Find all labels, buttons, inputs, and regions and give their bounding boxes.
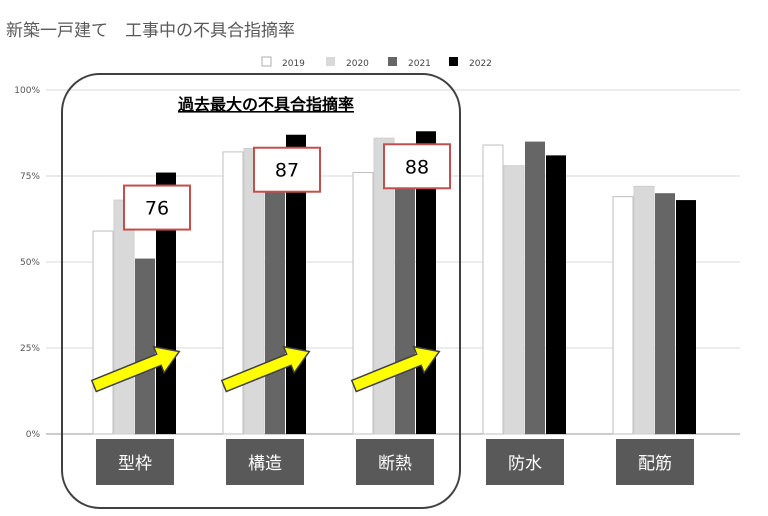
bar-防水-2019 [482,144,504,435]
bar-防水-2021 [525,141,545,434]
legend-swatch-2019 [261,56,272,67]
bar-型枠-2019 [92,230,114,435]
y-tick-label: 25% [20,344,40,354]
category-label-box [486,439,564,485]
x-tick-label-防水: 防水 [508,454,542,474]
bar-配筋-2019 [612,196,634,435]
trend-arrow [220,345,311,393]
bar-断熱-2020 [373,137,395,435]
legend-label-2020: 2020 [346,59,369,69]
bar-配筋-2020 [633,185,655,435]
bar-断熱-2019 [352,172,374,435]
category-label-box [356,439,434,485]
legend-swatch-2020 [326,57,335,66]
y-tick-label: 100% [14,86,40,96]
category-label-box [616,439,694,485]
bar-型枠-2021 [135,258,155,434]
legend-label-2019: 2019 [282,59,305,69]
bar-構造-2019 [222,151,244,435]
category-label-box [96,439,174,485]
y-tick-label: 75% [20,172,40,182]
bar-防水-2022 [546,155,566,435]
y-tick-label: 0% [26,430,41,440]
x-axis-labels: 型枠 構造 断熱 防水 配筋 [96,439,694,485]
callout-value-型枠: 76 [145,198,169,220]
x-tick-label-配筋: 配筋 [638,454,672,474]
legend-swatch-2021 [388,57,397,66]
bar-配筋-2021 [655,193,675,434]
x-tick-label-断熱: 断熱 [378,454,412,474]
bar-配筋-2022 [676,200,696,434]
callout-box-型枠 [123,184,191,231]
legend-swatch-2022 [449,57,458,66]
bars [92,131,696,435]
bar-防水-2020 [503,165,525,435]
callout-value-断熱: 88 [405,156,429,178]
highlight-box [61,73,461,509]
legend: 2019 2020 2021 2022 [261,56,492,69]
callout-box-構造 [253,146,321,193]
trend-arrow [350,345,441,393]
callout-box-断熱 [383,143,451,190]
highlight-group: 過去最大の不具合指摘率 76 87 88 [61,73,461,509]
bar-型枠-2022 [156,172,176,434]
callout-value-構造: 87 [275,160,299,182]
legend-label-2021: 2021 [408,59,431,69]
bar-型枠-2020 [113,199,135,435]
chart-title: 新築一戸建て 工事中の不具合指摘率 [6,21,295,41]
highlight-title: 過去最大の不具合指摘率 [177,95,354,114]
category-label-box [226,439,304,485]
y-tick-label: 50% [20,258,40,268]
x-tick-label-構造: 構造 [248,454,282,474]
legend-label-2022: 2022 [469,59,492,69]
trend-arrow [90,345,181,393]
y-axis: 0% 25% 50% 75% 100% [14,86,40,440]
x-tick-label-型枠: 型枠 [118,454,152,474]
